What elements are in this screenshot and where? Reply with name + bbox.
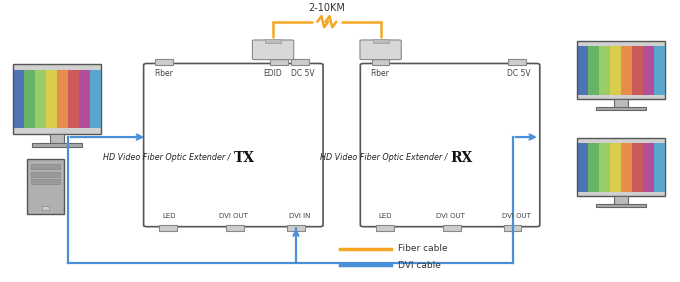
FancyBboxPatch shape <box>143 63 323 227</box>
Bar <box>577 143 588 191</box>
Bar <box>50 134 64 144</box>
Text: DVI cable: DVI cable <box>398 261 441 270</box>
Bar <box>35 70 46 128</box>
Bar <box>13 70 24 128</box>
Bar <box>621 46 632 95</box>
Bar <box>588 46 599 95</box>
Bar <box>13 64 101 134</box>
Bar <box>599 143 610 191</box>
Bar <box>291 59 309 65</box>
Text: LED: LED <box>162 213 175 219</box>
Text: LED: LED <box>379 213 392 219</box>
Text: DVI OUT: DVI OUT <box>436 213 464 219</box>
Bar <box>632 143 643 191</box>
Text: DVI OUT: DVI OUT <box>219 213 248 219</box>
Text: DC 5V: DC 5V <box>507 69 531 78</box>
Bar <box>31 179 60 184</box>
Bar <box>621 143 632 191</box>
Text: 2-10KM: 2-10KM <box>309 3 345 14</box>
Bar <box>596 204 646 207</box>
Bar <box>155 59 173 65</box>
Text: Fiber cable: Fiber cable <box>398 244 447 253</box>
Bar <box>226 225 244 231</box>
Bar <box>654 143 665 191</box>
Bar <box>90 70 101 128</box>
Bar <box>643 46 654 95</box>
Bar <box>372 59 390 65</box>
Text: DVI OUT: DVI OUT <box>502 213 530 219</box>
Text: Fiber: Fiber <box>371 69 390 78</box>
Bar <box>159 225 177 231</box>
Bar <box>27 159 64 214</box>
Bar <box>588 143 599 191</box>
Bar <box>287 225 305 231</box>
Bar <box>643 143 654 191</box>
Text: RX: RX <box>451 151 473 165</box>
Bar <box>596 107 646 110</box>
Bar <box>614 100 628 108</box>
Bar <box>31 164 60 169</box>
Bar <box>376 225 394 231</box>
Text: HD Video Fiber Optic Extender /: HD Video Fiber Optic Extender / <box>320 153 450 162</box>
Bar <box>632 46 643 95</box>
Bar <box>41 206 49 210</box>
Text: DC 5V: DC 5V <box>290 69 314 78</box>
Text: HD Video Fiber Optic Extender /: HD Video Fiber Optic Extender / <box>103 153 233 162</box>
Bar <box>265 39 282 43</box>
FancyBboxPatch shape <box>252 40 294 60</box>
Bar <box>504 225 522 231</box>
Bar <box>577 41 665 100</box>
Text: TX: TX <box>234 151 255 165</box>
Text: EDID: EDID <box>264 69 282 78</box>
Bar <box>373 39 389 43</box>
FancyBboxPatch shape <box>360 40 401 60</box>
Text: DVI IN: DVI IN <box>289 213 310 219</box>
Bar <box>31 172 60 177</box>
FancyBboxPatch shape <box>360 63 540 227</box>
Bar <box>614 196 628 204</box>
Text: Fiber: Fiber <box>154 69 173 78</box>
Bar <box>443 225 461 231</box>
Bar <box>654 46 665 95</box>
Bar <box>610 143 621 191</box>
Bar <box>68 70 79 128</box>
Bar <box>599 46 610 95</box>
Bar <box>271 59 288 65</box>
Bar <box>57 70 68 128</box>
Bar <box>577 138 665 196</box>
Bar <box>577 46 588 95</box>
Bar <box>46 70 57 128</box>
Bar <box>24 70 35 128</box>
Bar <box>610 46 621 95</box>
Bar <box>79 70 90 128</box>
Bar <box>508 59 526 65</box>
Bar <box>32 143 82 147</box>
